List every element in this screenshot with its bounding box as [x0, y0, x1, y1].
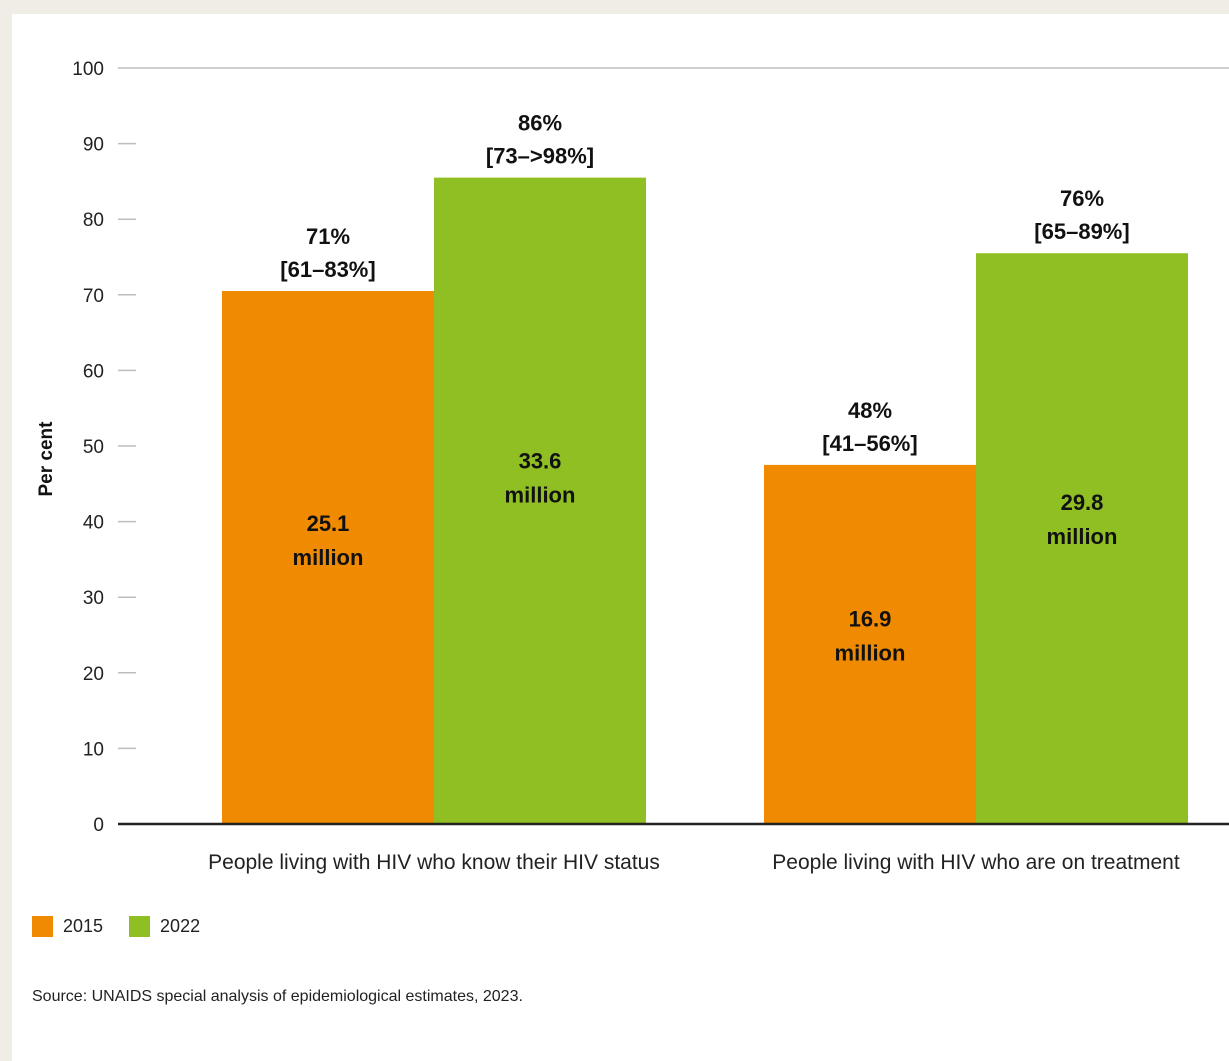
bar-inner-unit: million: [835, 640, 906, 665]
data-label-percent: 48%: [848, 398, 892, 423]
data-label-percent: 86%: [518, 111, 562, 136]
y-tick-label: 0: [93, 815, 104, 836]
y-axis-label: Per cent: [36, 421, 57, 497]
bar-2022-1: [434, 177, 646, 824]
bar-inner-value: 16.9: [849, 606, 892, 631]
y-tick-label: 100: [72, 59, 104, 80]
bar-inner-value: 33.6: [519, 448, 562, 473]
bar-2015-2: [764, 464, 976, 824]
bar-2015-1: [222, 291, 434, 824]
bar-inner-unit: million: [1047, 524, 1118, 549]
y-tick-label: 10: [83, 739, 104, 760]
legend-item-2022: 2022: [129, 916, 200, 937]
x-category-label: People living with HIV who are on treatm…: [772, 851, 1180, 874]
y-tick-label: 60: [83, 361, 104, 382]
legend-label-2015: 2015: [63, 916, 104, 936]
chart-card: Per cent 0 10 20 30 40 50 60 70 80 90 100 71% [61–83%…: [12, 14, 1229, 1061]
y-tick-label: 70: [83, 286, 104, 307]
y-tick-label: 20: [83, 664, 104, 685]
legend-item-2015: 2015: [32, 916, 103, 937]
y-tick-label: 90: [83, 135, 104, 156]
data-label-percent: 76%: [1060, 186, 1104, 211]
x-category-label: People living with HIV who know their HI…: [208, 851, 660, 874]
data-label-range: [61–83%]: [280, 257, 375, 282]
data-label-range: [65–89%]: [1034, 219, 1129, 244]
y-tick-label: 50: [83, 437, 104, 458]
bar-inner-unit: million: [505, 482, 576, 507]
bar-inner-value: 25.1: [307, 511, 350, 536]
data-label-range: [41–56%]: [822, 431, 917, 456]
data-label-percent: 71%: [306, 224, 350, 249]
bar-inner-value: 29.8: [1061, 490, 1104, 515]
y-tick-label: 80: [83, 210, 104, 231]
legend-label-2022: 2022: [160, 916, 201, 936]
data-label-range: [73–>98%]: [486, 144, 594, 169]
bar-chart: Per cent 0 10 20 30 40 50 60 70 80 90 100 71% [61–83%…: [36, 59, 1229, 874]
y-tick-label: 30: [83, 588, 104, 609]
legend-swatch-2022: [129, 916, 151, 937]
y-tick-label: 40: [83, 513, 104, 534]
legend: 2015 2022: [32, 916, 226, 937]
source-note: Source: UNAIDS special analysis of epide…: [32, 988, 523, 1005]
bar-2022-2: [976, 253, 1188, 825]
legend-swatch-2015: [32, 916, 53, 937]
bar-inner-unit: million: [293, 545, 364, 570]
